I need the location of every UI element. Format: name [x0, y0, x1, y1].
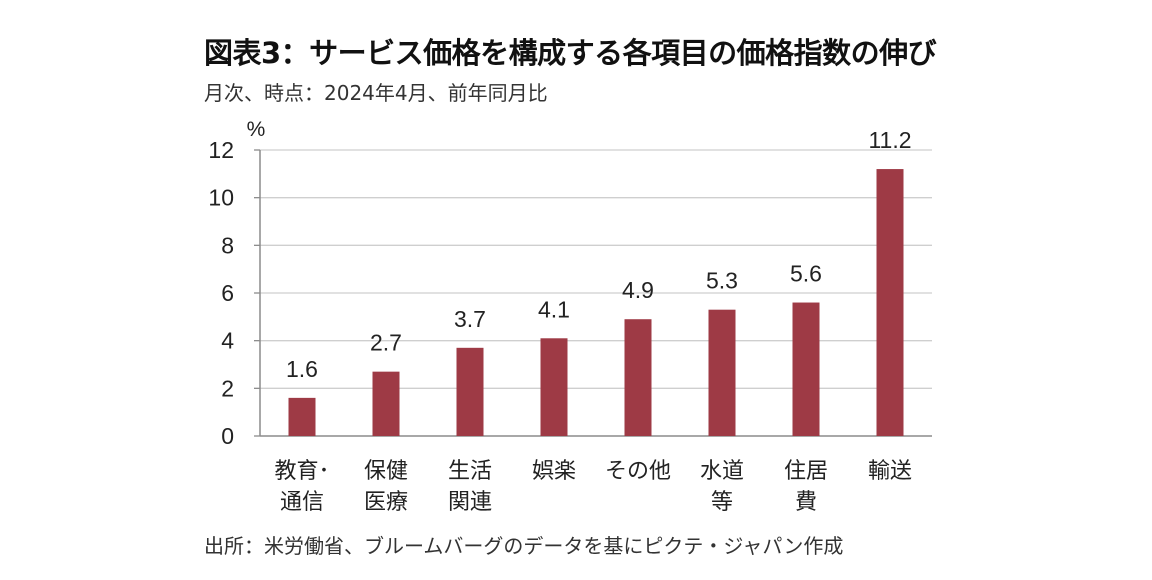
bar: [876, 169, 904, 437]
bars: [288, 169, 904, 437]
bar: [708, 309, 736, 436]
category-label: 関連: [448, 490, 492, 515]
category-label: 生活: [448, 459, 492, 484]
source-note: 出所：米労働省、ブルームバーグのデータを基にピクテ・ジャパン作成: [204, 534, 844, 558]
y-tick-label: 2: [221, 375, 234, 401]
category-label: 水道: [700, 459, 744, 484]
axes: [254, 149, 932, 437]
category-label: 等: [711, 490, 733, 515]
category-label: 教育･: [274, 459, 329, 484]
y-tick-label: 10: [208, 185, 234, 211]
y-tick-label: 4: [221, 328, 234, 354]
chart-title: 図表3：サービス価格を構成する各項目の価格指数の伸び: [204, 36, 937, 70]
bar: [540, 338, 568, 436]
data-label: 5.6: [790, 261, 822, 287]
data-label: 3.7: [454, 306, 486, 332]
y-unit-label: %: [247, 118, 266, 141]
category-label: 娯楽: [532, 459, 576, 484]
data-label: 4.1: [538, 296, 570, 322]
category-label: 医療: [364, 490, 408, 515]
data-labels: 1.6 2.7 3.7 4.1 4.9 5.3 5.6 11.2: [286, 127, 912, 382]
y-tick-labels: 0 2 4 6 8 10 12: [208, 137, 234, 449]
data-label: 11.2: [868, 127, 911, 153]
category-label: 輸送: [868, 459, 912, 484]
bar: [288, 397, 316, 436]
category-label: 費: [795, 490, 817, 515]
bar: [792, 302, 820, 436]
bar: [372, 371, 400, 436]
bar: [456, 347, 484, 436]
category-label: 住居: [784, 459, 828, 484]
data-label: 5.3: [706, 268, 738, 294]
y-tick-label: 8: [221, 232, 234, 258]
data-label: 4.9: [622, 277, 654, 303]
data-label: 1.6: [286, 356, 318, 382]
y-tick-label: 12: [208, 137, 234, 163]
category-label: 通信: [280, 490, 324, 515]
data-label: 2.7: [370, 330, 402, 356]
bar: [624, 319, 652, 436]
y-tick-label: 0: [221, 423, 234, 449]
chart-subtitle: 月次、時点：2024年4月、前年同月比: [204, 81, 548, 105]
category-label: 保健: [364, 459, 408, 484]
category-label: その他: [605, 459, 671, 484]
gridlines: [260, 149, 932, 389]
y-tick-label: 6: [221, 280, 234, 306]
